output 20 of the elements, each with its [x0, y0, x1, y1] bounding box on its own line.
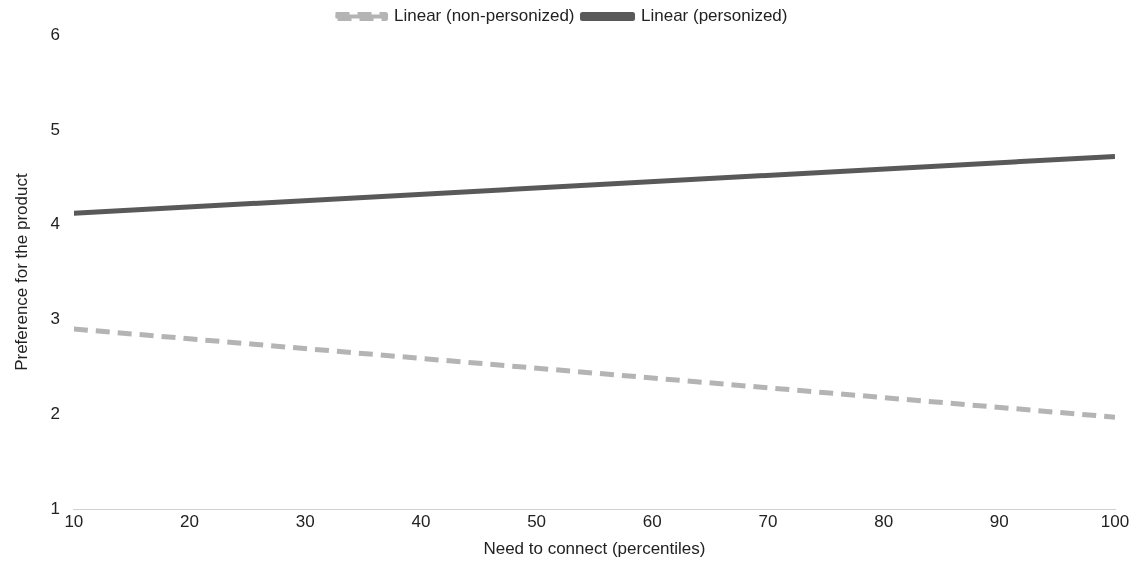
- x-tick-label: 90: [989, 512, 1009, 532]
- y-tick-label: 2: [50, 404, 60, 424]
- x-tick-label: 10: [64, 512, 84, 532]
- y-tick-label: 6: [50, 24, 60, 44]
- y-tick-label: 3: [50, 309, 60, 329]
- x-tick-label: 60: [642, 512, 662, 532]
- x-tick-label: 80: [874, 512, 894, 532]
- x-tick-label: 40: [411, 512, 431, 532]
- y-tick-label: 5: [50, 119, 60, 139]
- y-tick-label: 1: [50, 498, 60, 518]
- legend-label: Linear (personized): [641, 6, 788, 26]
- legend-label: Linear (non-personized): [394, 6, 575, 26]
- x-tick-label: 70: [758, 512, 778, 532]
- y-axis-title: Preference for the product: [11, 173, 31, 371]
- x-tick-label: 50: [527, 512, 547, 532]
- y-tick-label: 4: [50, 214, 60, 234]
- x-tick-label: 100: [1100, 512, 1130, 532]
- x-axis-title: Need to connect (percentiles): [483, 539, 706, 559]
- x-tick-label: 20: [180, 512, 199, 532]
- x-tick-label: 30: [295, 512, 315, 532]
